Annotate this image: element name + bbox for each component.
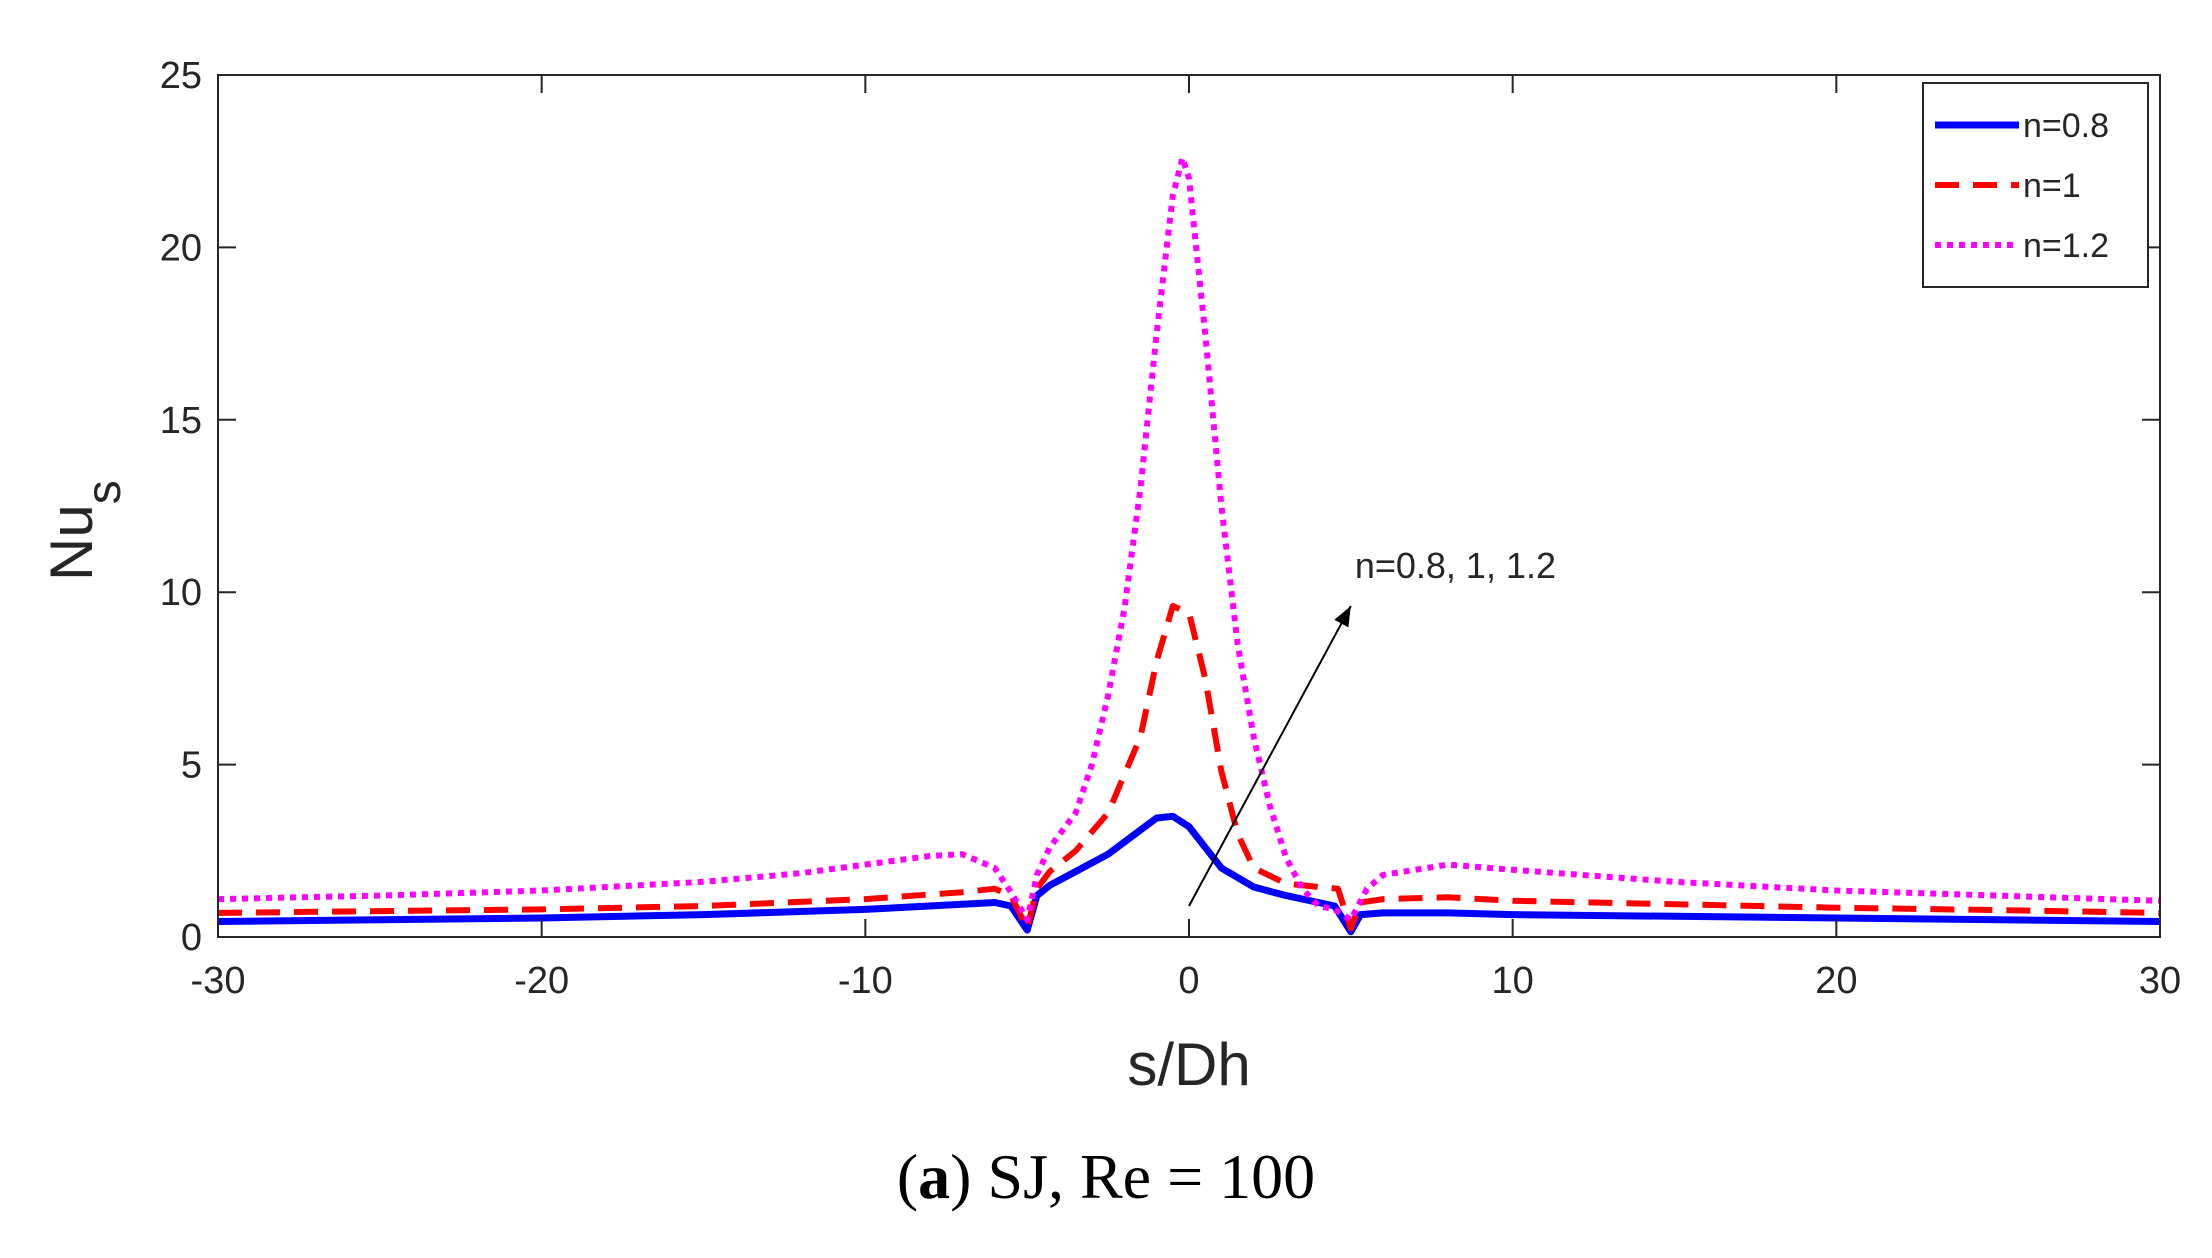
legend-label-1: n=0.8 [2023, 107, 2109, 145]
legend-label-2: n=1 [2023, 167, 2081, 205]
data-layer [218, 154, 2160, 936]
series-line-1 [218, 812, 2160, 936]
x-tick-label: 10 [1492, 960, 1534, 1002]
x-tick-label: 0 [1178, 960, 1199, 1002]
labels-layer: s/Dh Nus [38, 480, 1251, 1098]
series-line-3 [218, 154, 2160, 923]
y-axis-title-main: Nu [38, 504, 105, 581]
annotation-arrow-shaft [1188, 605, 1352, 907]
y-axis-title: Nus [38, 480, 131, 581]
legend-box [1922, 82, 2149, 288]
x-tick-label: 30 [2139, 960, 2181, 1002]
figure-caption: (a) SJ, Re = 100 [896, 1141, 1316, 1212]
legend-label-3: n=1.2 [2023, 227, 2109, 265]
annotation-layer: n=0.8, 1, 1.2 [1188, 545, 1556, 907]
annotation-arrow-head [1334, 605, 1351, 628]
y-tick-label: 10 [160, 572, 202, 614]
x-tick-label: 20 [1815, 960, 1857, 1002]
series-line-2 [218, 603, 2160, 932]
caption-text: SJ, Re = 100 [971, 1141, 1316, 1212]
x-tick-label: -20 [514, 960, 569, 1002]
annotation-text: n=0.8, 1, 1.2 [1355, 545, 1556, 586]
y-tick-label: 25 [160, 55, 202, 97]
x-tick-label: -30 [191, 960, 246, 1002]
y-axis-title-subscript: s [78, 480, 131, 504]
y-tick-label: 15 [160, 400, 202, 442]
x-tick-label: -10 [838, 960, 893, 1002]
legend-layer: n=0.8 n=1 n=1.2 [1922, 82, 2149, 288]
caption-letter: a [918, 1141, 951, 1212]
y-tick-label: 0 [181, 917, 202, 959]
axes-layer: -30 -20 -10 0 10 20 30 0 5 10 15 20 25 [160, 55, 2181, 1002]
y-tick-label: 20 [160, 227, 202, 269]
plot-frame [217, 74, 2161, 938]
x-axis-title: s/Dh [1127, 1031, 1250, 1098]
y-tick-label: 5 [181, 745, 202, 787]
